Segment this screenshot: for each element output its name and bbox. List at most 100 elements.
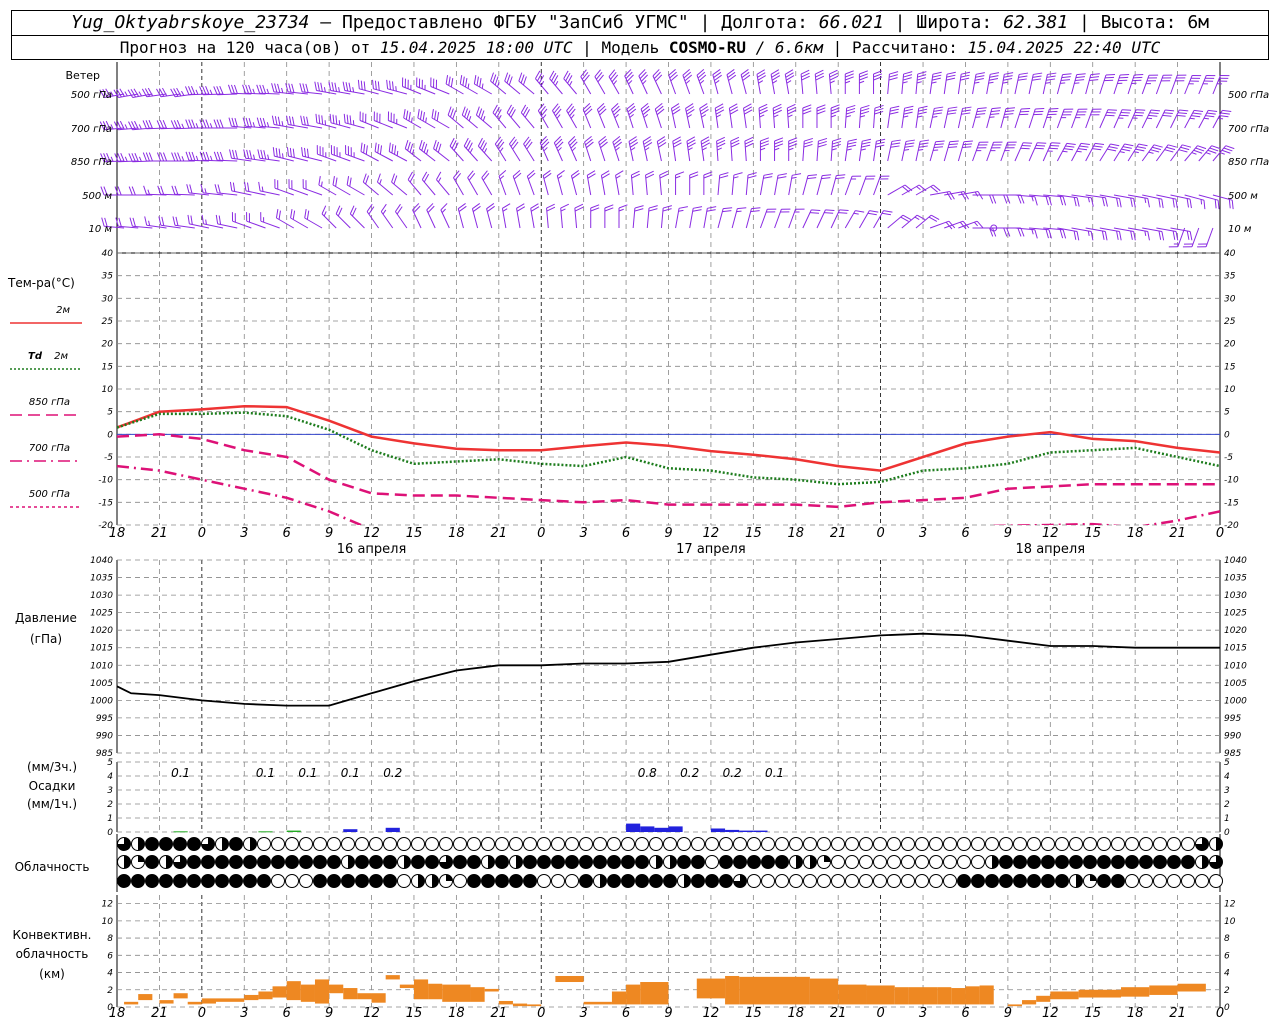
cloud-cover-symbol — [341, 874, 355, 888]
wind-barb-flag — [744, 109, 753, 115]
wind-barb — [217, 93, 238, 96]
wind-barb-flag — [535, 70, 541, 79]
wind-barb — [784, 74, 790, 95]
wind-barb-flag — [423, 173, 430, 183]
wind-barb-flag — [919, 142, 929, 145]
wind-barb — [546, 208, 549, 229]
cloud-cover-symbol — [453, 855, 467, 869]
wind-barb-flag — [1002, 81, 1008, 84]
cloud-cover-symbol — [635, 874, 649, 888]
wind-barb-flag — [215, 214, 219, 224]
wind-barb-flag — [1133, 151, 1139, 154]
wind-barb-flag — [102, 88, 108, 98]
wind-barb-flag — [653, 71, 661, 79]
precip-tick-right: 3 — [1224, 786, 1230, 796]
cloud-cover-symbol — [355, 855, 369, 869]
wind-barb-flag — [729, 106, 738, 112]
wind-barb-flag — [219, 119, 224, 129]
wind-barb-flag — [643, 139, 652, 145]
precip-bar — [753, 830, 768, 832]
wind-barb — [377, 181, 394, 196]
convective-title-2: облачность — [16, 947, 89, 961]
wind-barb — [1170, 227, 1191, 232]
wind-barb — [1029, 194, 1050, 198]
wind-barb — [1113, 194, 1134, 199]
hour-label: 9 — [325, 1006, 333, 1021]
wind-barb — [445, 83, 464, 95]
wind-barb-flag — [838, 212, 848, 214]
wind-barb-flag — [477, 137, 483, 147]
wind-barb-flag — [716, 142, 726, 148]
hour-label: 6 — [622, 526, 630, 541]
wind-barb — [560, 208, 563, 229]
wind-barb-flag — [817, 143, 827, 148]
cloud-cover-symbol — [145, 855, 159, 869]
wind-barb-flag — [822, 174, 832, 177]
wind-barb-flag — [1119, 198, 1122, 208]
wind-barb-flag — [271, 83, 275, 93]
wind-barb — [1014, 194, 1035, 198]
wind-barb — [1057, 194, 1078, 199]
wind-barb-flag — [290, 209, 293, 219]
wind-barb-flag — [750, 210, 760, 213]
wind-barb-flag — [570, 114, 575, 119]
cloud-cover-symbol — [523, 874, 537, 888]
wind-barb-flag — [181, 90, 185, 96]
wind-barb-flag — [989, 194, 994, 204]
wind-barb — [403, 117, 422, 129]
cloud-cover-symbol — [943, 855, 957, 869]
wind-barb-flag — [427, 205, 435, 213]
wind-barb-flag — [288, 83, 292, 93]
wind-barb — [273, 124, 294, 129]
wind-barb-flag — [119, 120, 125, 130]
wind-barb-flag — [682, 68, 691, 76]
wind-barb-flag — [338, 120, 341, 126]
temp-tick-right: 0 — [1224, 430, 1230, 440]
wind-barb-flag — [712, 69, 721, 76]
temperature-panel — [117, 252, 1220, 526]
wind-barb — [404, 148, 422, 162]
wind-barb — [416, 86, 436, 95]
wind-barb — [160, 224, 181, 229]
precip-bar — [173, 831, 188, 833]
wind-barb-flag — [1119, 151, 1125, 154]
wind-barb-flag — [689, 174, 699, 179]
wind-barb-flag — [1189, 231, 1193, 241]
wind-barb-flag — [522, 76, 527, 86]
wind-barb-flag — [510, 109, 516, 118]
convective-bar — [555, 975, 584, 983]
wind-barb-flag — [218, 215, 222, 225]
wind-barb-flag — [963, 191, 969, 200]
wind-barb-flag — [539, 105, 546, 114]
wind-barb-flag — [1182, 144, 1192, 148]
wind-barb-flag — [1122, 109, 1132, 111]
wind-barb-flag — [774, 137, 784, 142]
wind-barb-flag — [391, 144, 394, 154]
wind-barb — [287, 91, 308, 95]
wind-barb-flag — [306, 116, 309, 126]
wind-barb-flag — [613, 138, 622, 146]
wind-barb-flag — [715, 109, 725, 115]
wind-barb-flag — [382, 209, 387, 215]
cloud-cover-symbol — [229, 874, 243, 888]
wind-barb-flag — [917, 71, 927, 75]
wind-barb-flag — [816, 104, 826, 109]
wind-barb — [523, 143, 535, 162]
wind-barb-flag — [1121, 148, 1131, 152]
wind-barb-flag — [786, 75, 795, 81]
wind-barb — [407, 179, 422, 196]
wind-barb-flag — [124, 124, 128, 130]
cloud-cover-symbol — [887, 855, 901, 869]
wind-barb-flag — [904, 108, 914, 112]
wind-barb-flag — [376, 173, 381, 183]
wind-barb-flag — [1161, 231, 1165, 241]
wind-barb-flag — [1051, 142, 1061, 144]
wind-barb-flag — [988, 81, 994, 84]
pressure-tick-right: 1020 — [1224, 626, 1247, 636]
cloud-cover-fill — [117, 837, 131, 851]
wind-barb-flag — [669, 71, 677, 79]
wind-barb-flag — [540, 108, 548, 117]
hour-label: 0 — [876, 1006, 884, 1021]
wind-barb-flag — [492, 104, 498, 113]
wind-barb-flag — [463, 137, 469, 147]
